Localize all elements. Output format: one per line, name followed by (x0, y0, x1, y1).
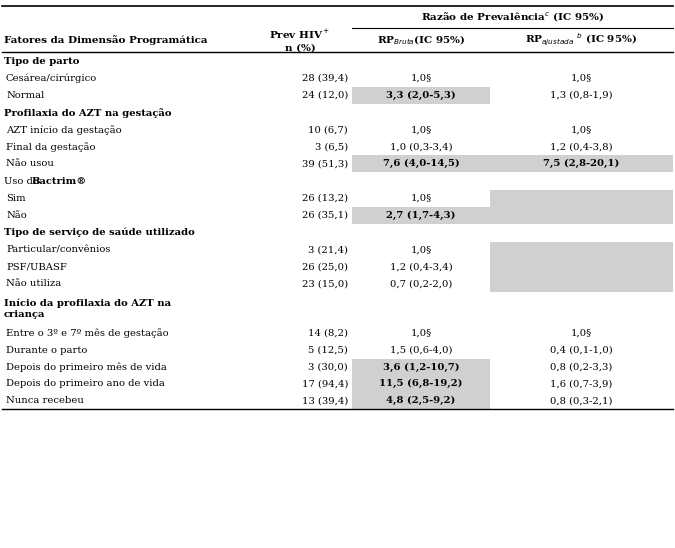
Text: Depois do primeiro mês de vida: Depois do primeiro mês de vida (6, 362, 167, 372)
Text: Sim: Sim (6, 194, 26, 203)
Text: Entre o 3º e 7º mês de gestação: Entre o 3º e 7º mês de gestação (6, 328, 169, 338)
Bar (490, 207, 673, 224)
Text: RP$_{ajustada}$ $^b$ (IC 95%): RP$_{ajustada}$ $^b$ (IC 95%) (525, 32, 638, 48)
Text: Durante o parto: Durante o parto (6, 346, 87, 355)
Text: Prev HIV$^+$
n (%): Prev HIV$^+$ n (%) (269, 28, 331, 52)
Text: 1,0§: 1,0§ (571, 74, 592, 83)
Text: 3 (6,5): 3 (6,5) (315, 142, 348, 151)
Bar (352, 358, 490, 375)
Text: 1,0§: 1,0§ (571, 329, 592, 338)
Text: Não usou: Não usou (6, 159, 54, 168)
Text: Nunca recebeu: Nunca recebeu (6, 396, 84, 405)
Bar (352, 87, 490, 104)
Text: 0,7 (0,2-2,0): 0,7 (0,2-2,0) (390, 279, 452, 288)
Text: Não: Não (6, 210, 27, 220)
Bar (490, 155, 673, 172)
Text: 3,3 (2,0-5,3): 3,3 (2,0-5,3) (386, 90, 456, 100)
Text: Final da gestação: Final da gestação (6, 142, 95, 152)
Text: 1,0 (0,3-3,4): 1,0 (0,3-3,4) (389, 142, 452, 151)
Text: 1,0§: 1,0§ (410, 246, 431, 254)
Text: Profilaxia do AZT na gestação: Profilaxia do AZT na gestação (4, 107, 171, 118)
Text: 2,7 (1,7-4,3): 2,7 (1,7-4,3) (386, 210, 456, 220)
Text: 1,2 (0,4-3,4): 1,2 (0,4-3,4) (389, 262, 452, 271)
Text: 13 (39,4): 13 (39,4) (302, 396, 348, 405)
Text: 1,2 (0,4-3,8): 1,2 (0,4-3,8) (550, 142, 613, 151)
Text: 7,5 (2,8-20,1): 7,5 (2,8-20,1) (543, 159, 620, 168)
Text: Razão de Prevalência$^c$ (IC 95%): Razão de Prevalência$^c$ (IC 95%) (421, 10, 604, 24)
Text: 1,0§: 1,0§ (410, 194, 431, 203)
Text: 3 (30,0): 3 (30,0) (308, 362, 348, 372)
Text: 3 (21,4): 3 (21,4) (308, 246, 348, 254)
Text: 7,6 (4,0-14,5): 7,6 (4,0-14,5) (383, 159, 460, 168)
Text: 1,0§: 1,0§ (410, 74, 431, 83)
Text: Fatores da Dimensão Programática: Fatores da Dimensão Programática (4, 35, 207, 45)
Text: 1,3 (0,8-1,9): 1,3 (0,8-1,9) (550, 91, 613, 100)
Text: Normal: Normal (6, 91, 45, 100)
Text: 17 (94,4): 17 (94,4) (302, 379, 348, 389)
Text: 23 (15,0): 23 (15,0) (302, 279, 348, 288)
Text: Depois do primeiro ano de vida: Depois do primeiro ano de vida (6, 379, 165, 389)
Text: Particular/convênios: Particular/convênios (6, 246, 111, 254)
Text: 1,6 (0,7-3,9): 1,6 (0,7-3,9) (550, 379, 613, 389)
Text: 0,4 (0,1-1,0): 0,4 (0,1-1,0) (550, 346, 613, 355)
Bar (490, 242, 673, 259)
Text: Não utiliza: Não utiliza (6, 279, 61, 288)
Bar (352, 155, 490, 172)
Text: 1,0§: 1,0§ (410, 329, 431, 338)
Text: 10 (6,7): 10 (6,7) (308, 125, 348, 134)
Text: Uso do: Uso do (4, 176, 42, 186)
Text: Bactrim®: Bactrim® (32, 176, 87, 186)
Text: 1,0§: 1,0§ (571, 125, 592, 134)
Text: Tipo de parto: Tipo de parto (4, 56, 80, 66)
Text: 11,5 (6,8-19,2): 11,5 (6,8-19,2) (379, 379, 463, 389)
Text: 28 (39,4): 28 (39,4) (302, 74, 348, 83)
Text: 26 (25,0): 26 (25,0) (302, 262, 348, 271)
Bar (352, 392, 490, 409)
Bar (352, 207, 490, 224)
Text: AZT início da gestação: AZT início da gestação (6, 125, 122, 135)
Text: Início da profilaxia do AZT na
criança: Início da profilaxia do AZT na criança (4, 298, 171, 319)
Text: 5 (12,5): 5 (12,5) (308, 346, 348, 355)
Bar (490, 190, 673, 207)
Bar (490, 259, 673, 275)
Text: 1,0§: 1,0§ (410, 125, 431, 134)
Text: 4,8 (2,5-9,2): 4,8 (2,5-9,2) (386, 396, 456, 405)
Text: RP$_{Bruta}$(IC 95%): RP$_{Bruta}$(IC 95%) (377, 33, 465, 47)
Text: 14 (8,2): 14 (8,2) (308, 329, 348, 338)
Text: 26 (13,2): 26 (13,2) (302, 194, 348, 203)
Text: 39 (51,3): 39 (51,3) (302, 159, 348, 168)
Bar (352, 375, 490, 392)
Text: Tipo de serviço de saúde utilizado: Tipo de serviço de saúde utilizado (4, 228, 195, 237)
Text: Cesárea/cirúrgico: Cesárea/cirúrgico (6, 73, 97, 83)
Text: 3,6 (1,2-10,7): 3,6 (1,2-10,7) (383, 362, 459, 372)
Text: 0,8 (0,3-2,1): 0,8 (0,3-2,1) (550, 396, 613, 405)
Text: 1,5 (0,6-4,0): 1,5 (0,6-4,0) (389, 346, 452, 355)
Text: PSF/UBASF: PSF/UBASF (6, 262, 67, 271)
Text: 26 (35,1): 26 (35,1) (302, 210, 348, 220)
Text: 24 (12,0): 24 (12,0) (302, 91, 348, 100)
Bar (490, 275, 673, 292)
Text: 0,8 (0,2-3,3): 0,8 (0,2-3,3) (550, 362, 613, 372)
